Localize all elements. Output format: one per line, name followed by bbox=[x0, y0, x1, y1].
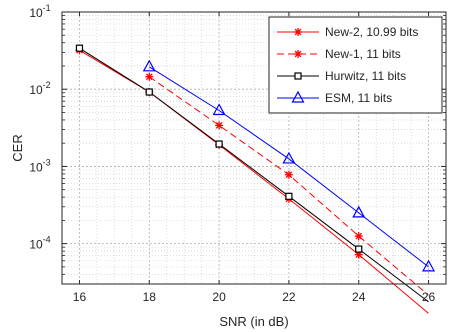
y-tick-label: 10-3 bbox=[29, 157, 50, 174]
y-tick-label: 10-2 bbox=[29, 80, 50, 97]
data-point bbox=[291, 90, 305, 103]
x-tick-label: 16 bbox=[73, 290, 87, 304]
data-point bbox=[215, 121, 224, 130]
data-point bbox=[215, 140, 223, 148]
x-tick-label: 18 bbox=[143, 290, 157, 304]
data-point bbox=[285, 192, 293, 200]
x-tick-label: 26 bbox=[422, 290, 436, 304]
x-tick-label: 20 bbox=[212, 290, 226, 304]
legend-label: Hurwitz, 11 bits bbox=[325, 69, 406, 83]
legend-item: Hurwitz, 11 bits bbox=[277, 69, 406, 83]
series-esm-11-bits bbox=[142, 59, 436, 272]
series-line bbox=[149, 66, 429, 268]
data-point bbox=[282, 151, 296, 164]
series-new-1-11-bits bbox=[145, 72, 429, 296]
tick-marks bbox=[62, 11, 446, 285]
x-tick-label: 24 bbox=[352, 290, 366, 304]
tick-labels: 16 18 20 22 24 26 10-4 10-3 10-2 10-1 bbox=[29, 3, 435, 304]
data-point bbox=[354, 232, 363, 241]
y-tick-label: 10-4 bbox=[29, 235, 50, 252]
x-tick-label: 22 bbox=[282, 290, 296, 304]
series-layer bbox=[75, 44, 436, 314]
legend-label: New-1, 11 bits bbox=[325, 47, 401, 61]
legend-item: New-2, 10.99 bits bbox=[277, 25, 418, 39]
series-hurwitz-11-bits bbox=[75, 44, 429, 303]
legend-item: New-1, 11 bits bbox=[277, 47, 401, 61]
data-point bbox=[422, 259, 436, 272]
data-point bbox=[294, 50, 302, 58]
legend-label: ESM, 11 bits bbox=[325, 91, 392, 105]
data-point bbox=[75, 44, 84, 52]
data-point bbox=[294, 72, 302, 80]
x-axis-label: SNR (in dB) bbox=[219, 314, 288, 329]
plot-frame bbox=[61, 11, 447, 285]
data-point bbox=[352, 205, 366, 218]
data-point bbox=[284, 170, 293, 179]
legend-label: New-2, 10.99 bits bbox=[325, 25, 418, 39]
y-tick-label: 10-1 bbox=[29, 3, 50, 20]
legend: New-2, 10.99 bits New-1, 11 bits Hurwitz, … bbox=[268, 16, 443, 114]
data-point bbox=[142, 59, 156, 72]
data-point bbox=[145, 88, 153, 96]
data-point bbox=[212, 103, 226, 116]
y-axis-label: CER bbox=[10, 134, 25, 161]
data-point bbox=[145, 72, 154, 81]
data-point bbox=[355, 245, 363, 253]
data-point bbox=[294, 28, 302, 36]
legend-item: ESM, 11 bits bbox=[277, 90, 392, 105]
series-line bbox=[79, 47, 429, 303]
